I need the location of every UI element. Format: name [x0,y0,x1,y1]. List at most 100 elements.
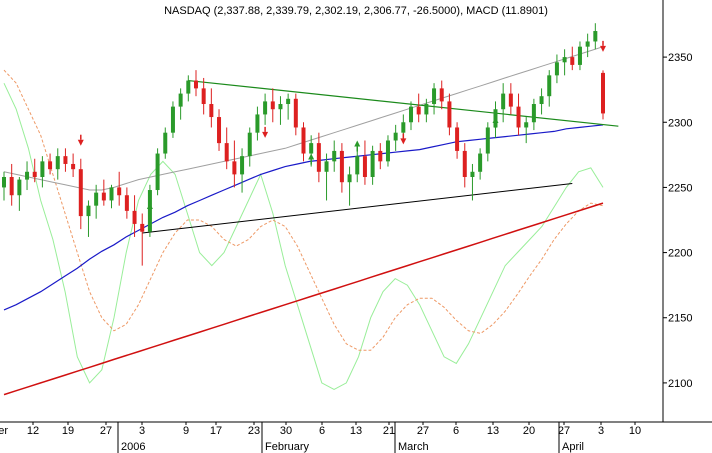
candle [9,163,14,206]
candle-body [232,161,237,175]
month-label: April [562,441,584,453]
candle [263,93,268,125]
candle-body [531,104,536,123]
candle-body [601,72,605,114]
candle [178,88,183,120]
candle [55,148,60,180]
candle [32,158,37,183]
signal-arrow-up [354,140,361,147]
candle [531,98,536,131]
candle [439,80,444,110]
x-tick-label: 3 [598,425,604,437]
candle [339,143,344,193]
candle-body [455,127,460,151]
candle-body [485,127,490,154]
candle [71,153,76,177]
candle-body [48,161,53,170]
candle-body [432,88,437,105]
x-tick-label: 13 [487,425,499,437]
candle-body [508,93,513,107]
candle-body [301,127,306,154]
candle-body [201,88,206,105]
candle-body [447,101,452,128]
candle [424,98,429,123]
candle [247,127,252,167]
y-tick-label: 2250 [668,182,692,194]
candle [362,140,367,185]
x-tick-label: 23 [248,425,260,437]
candle [86,200,91,237]
x-tick-label: 27 [100,425,112,437]
candle [539,88,544,115]
candle-body [63,156,68,164]
candle-body [178,93,183,107]
candle-body [585,41,590,47]
x-tick-label: ember [0,425,8,437]
candle-body [255,114,260,133]
candle-body [40,161,45,177]
candle [455,122,460,159]
candle-body [140,223,145,232]
candle-body [362,156,367,177]
candle-body [247,132,252,157]
candle-body [224,143,229,162]
candle-body [293,98,298,128]
candle [224,127,229,170]
candle [416,93,421,123]
candle [470,163,475,201]
y-tick-label: 2300 [668,117,692,129]
candle [270,88,275,123]
candle-body [55,156,60,170]
candle-body [132,210,137,224]
candle [94,184,99,219]
candle [447,93,452,136]
chart-title: NASDAQ (2,337.88, 2,339.79, 2,302.19, 2,… [164,5,548,17]
candle-body [316,143,321,172]
candle-body [478,153,483,172]
candle [478,148,483,180]
candle [562,49,567,76]
candle-body [155,153,160,191]
candle-body [332,150,337,162]
candle-body [424,104,429,115]
signal-arrow-down [600,45,606,52]
x-tick-label: 27 [558,425,570,437]
candle [63,148,68,172]
candle [347,166,352,206]
x-tick-label: 6 [453,425,459,437]
macd-signal-line [3,69,604,351]
candle-body [378,150,383,162]
lower-trendline [142,183,573,234]
x-tick-label: 17 [210,425,222,437]
candle [501,83,506,123]
candle-body [409,106,414,123]
signal-arrow-up [492,117,499,124]
candle [193,70,198,97]
moving-average-slow-line [3,202,604,396]
candle-body [539,96,544,105]
candle [547,70,552,107]
candle [186,75,191,102]
candle-body [2,176,6,188]
y-tick-label: 2200 [668,248,692,260]
candle [209,88,214,128]
x-axis: ember 12 19 27 3 9 17 23 30 6 13 21 27 6 13 20 27 3 10 2006… [0,422,641,453]
candle [132,195,137,237]
candle [385,135,390,167]
moving-average-fast-line [3,46,604,191]
x-tick-label: 13 [350,425,362,437]
candle [2,171,6,201]
candle-body [94,192,99,206]
candle [40,156,45,188]
candle [516,93,521,136]
candle [25,161,30,191]
candle-body [439,88,444,102]
candle [324,153,329,201]
candle [585,33,590,58]
candle-body [554,62,559,76]
candle-body [516,106,521,128]
candle-body [263,101,268,115]
month-label: March [398,441,429,453]
candle-body [109,187,114,201]
candle [117,171,122,206]
